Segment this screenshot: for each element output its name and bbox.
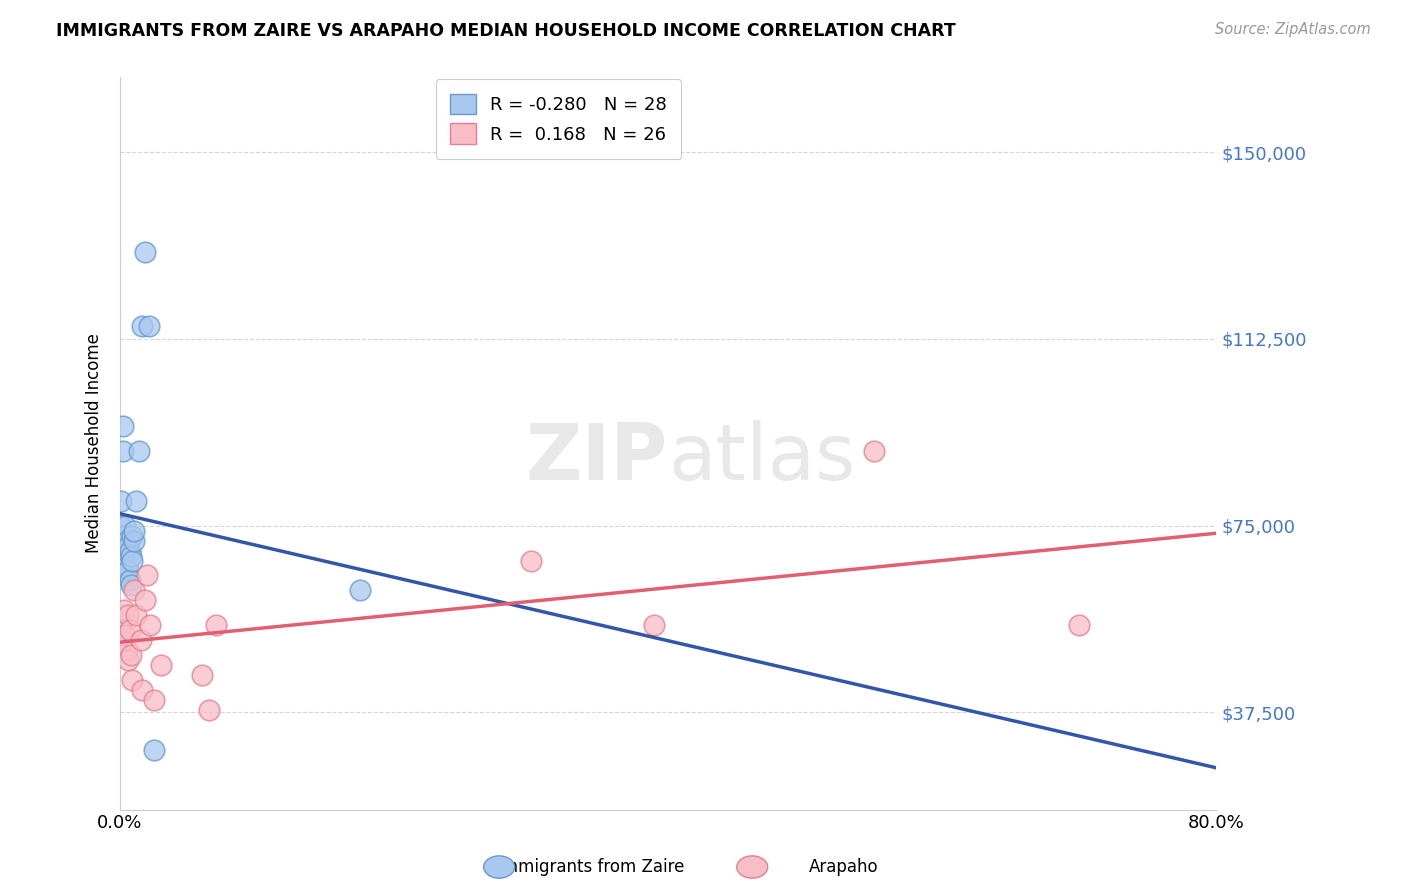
Point: [114, 628, 136, 642]
Point: [114, 543, 136, 558]
Point: [114, 518, 136, 533]
Point: [643, 618, 665, 632]
Point: [136, 568, 159, 582]
Point: [111, 419, 134, 434]
Point: [110, 493, 132, 508]
Point: [118, 574, 141, 588]
Point: [118, 543, 141, 558]
Point: [115, 643, 138, 657]
Point: [131, 319, 153, 334]
Point: [125, 608, 148, 623]
Point: [862, 444, 884, 458]
Point: [115, 558, 138, 573]
Point: [120, 549, 142, 563]
Point: [125, 493, 148, 508]
Text: Arapaho: Arapaho: [808, 858, 879, 876]
Point: [205, 618, 228, 632]
Point: [117, 608, 139, 623]
Point: [143, 743, 166, 757]
Text: Immigrants from Zaire: Immigrants from Zaire: [496, 858, 685, 876]
Point: [114, 568, 136, 582]
Text: ZIP: ZIP: [526, 420, 668, 496]
Point: [117, 539, 139, 553]
Point: [1069, 618, 1091, 632]
Point: [128, 444, 150, 458]
Point: [349, 583, 371, 598]
Point: [118, 624, 141, 638]
Point: [120, 648, 142, 662]
Point: [150, 658, 173, 673]
Point: [129, 633, 152, 648]
Point: [110, 518, 132, 533]
Text: atlas: atlas: [668, 420, 856, 496]
Point: [143, 693, 166, 707]
Point: [134, 593, 156, 607]
Point: [139, 618, 162, 632]
Point: [110, 618, 132, 632]
Legend: R = -0.280   N = 28, R =  0.168   N = 26: R = -0.280 N = 28, R = 0.168 N = 26: [436, 79, 681, 159]
Point: [117, 653, 139, 667]
Point: [120, 578, 142, 592]
Point: [131, 683, 153, 698]
Text: Source: ZipAtlas.com: Source: ZipAtlas.com: [1215, 22, 1371, 37]
Point: [122, 524, 145, 538]
Point: [112, 603, 135, 617]
Point: [520, 553, 543, 567]
Point: [117, 564, 139, 578]
Point: [134, 244, 156, 259]
Point: [121, 528, 143, 542]
Point: [111, 444, 134, 458]
Point: [112, 528, 135, 542]
Point: [122, 533, 145, 548]
Point: [121, 673, 143, 687]
Point: [111, 633, 134, 648]
Point: [191, 668, 214, 682]
Point: [121, 553, 143, 567]
Y-axis label: Median Household Income: Median Household Income: [86, 334, 103, 553]
Point: [122, 583, 145, 598]
Point: [112, 553, 135, 567]
Point: [198, 703, 221, 717]
Point: [115, 533, 138, 548]
Point: [138, 319, 160, 334]
Text: IMMIGRANTS FROM ZAIRE VS ARAPAHO MEDIAN HOUSEHOLD INCOME CORRELATION CHART: IMMIGRANTS FROM ZAIRE VS ARAPAHO MEDIAN …: [56, 22, 956, 40]
